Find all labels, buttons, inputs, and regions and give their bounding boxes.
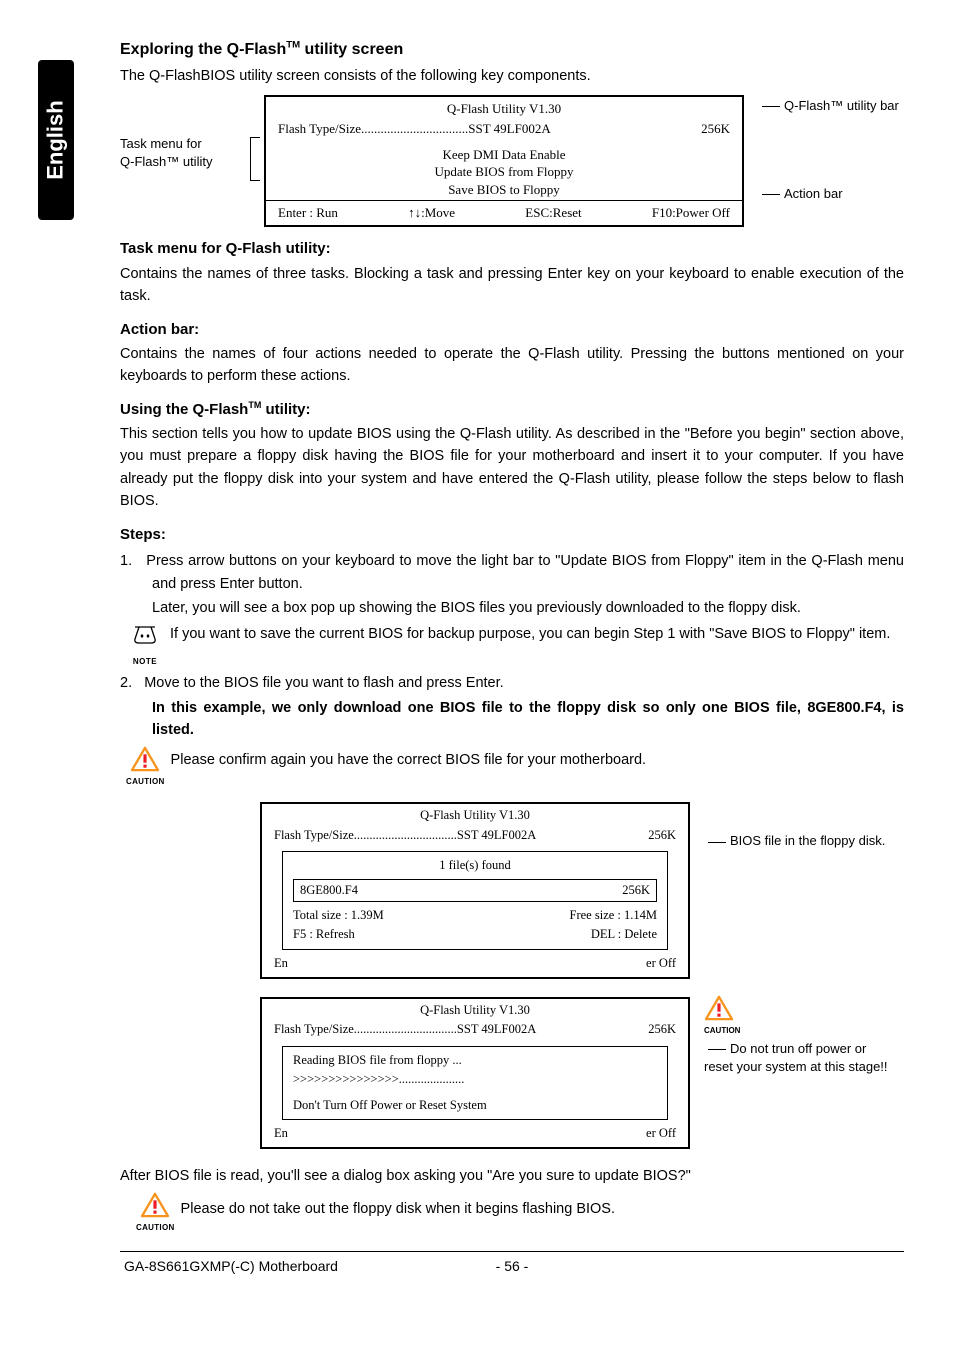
steps-list: 1. Press arrow buttons on your keyboard … — [120, 550, 904, 595]
diagram-qflash-layout: Task menu for Q-Flash™ utility Q-Flash U… — [120, 95, 904, 227]
note-icon: NOTE — [126, 623, 164, 668]
language-tab: English — [38, 60, 74, 220]
qflash-title: Q-Flash Utility V1.30 — [266, 97, 742, 119]
language-tab-label: English — [39, 100, 73, 179]
note-text: If you want to save the current BIOS for… — [170, 623, 904, 645]
caution-icon — [704, 995, 734, 1021]
caution-icon: CAUTION — [136, 1192, 175, 1235]
tm-mark: TM — [286, 40, 300, 51]
step-2: 2. Move to the BIOS file you want to fla… — [120, 672, 904, 694]
leader-line-icon — [708, 842, 726, 843]
qflash-box-2: Q-Flash Utility V1.30 Flash Type/Size...… — [260, 802, 690, 979]
leader-line-icon — [762, 194, 780, 195]
caution-text-2: Please do not take out the floppy disk w… — [181, 1192, 904, 1220]
using-text: This section tells you how to update BIO… — [120, 423, 904, 513]
diagram-file-found: Q-Flash Utility V1.30 Flash Type/Size...… — [120, 792, 904, 987]
using-heading: Using the Q-FlashTM utility: — [120, 398, 904, 421]
caution-text-1: Please confirm again you have the correc… — [171, 746, 904, 771]
step-2-example: In this example, we only download one BI… — [120, 697, 904, 742]
qflash-menu: Keep DMI Data Enable Update BIOS from Fl… — [266, 142, 742, 201]
section-heading: Exploring the Q-FlashTM utility screen — [120, 38, 904, 63]
qflash-box-3: Q-Flash Utility V1.30 Flash Type/Size...… — [260, 997, 690, 1149]
after-text: After BIOS file is read, you'll see a di… — [120, 1165, 904, 1187]
caution-icon: CAUTION — [126, 746, 165, 789]
caution-block-1: CAUTION Please confirm again you have th… — [126, 746, 904, 789]
tm-mark: TM — [248, 400, 261, 410]
reading-inner-box: Reading BIOS file from floppy ... >>>>>>… — [282, 1046, 668, 1120]
bracket-icon — [250, 137, 260, 181]
task-menu-text: Contains the names of three tasks. Block… — [120, 263, 904, 308]
footer-divider — [120, 1251, 904, 1252]
qflash-action-bar: Enter : Run ↑↓:Move ESC:Reset F10:Power … — [266, 200, 742, 225]
task-menu-heading: Task menu for Q-Flash utility: — [120, 237, 904, 260]
qflash-flash-line: Flash Type/Size.........................… — [266, 119, 742, 141]
footer-page-num: - 56 - — [472, 1256, 552, 1278]
steps-heading: Steps: — [120, 523, 904, 546]
diag1-left-label: Task menu for Q-Flash™ utility — [120, 95, 250, 170]
step-1: 1. Press arrow buttons on your keyboard … — [120, 550, 904, 595]
diag1-right-labels: Q-Flash™ utility bar Action bar — [744, 95, 899, 202]
file-inner-box: 1 file(s) found 8GE800.F4 256K Total siz… — [282, 851, 668, 950]
footer-left: GA-8S661GXMP(-C) Motherboard — [124, 1256, 472, 1278]
action-bar-heading: Action bar: — [120, 318, 904, 341]
page-footer: GA-8S661GXMP(-C) Motherboard - 56 - — [120, 1256, 904, 1278]
qflash-utility-box: Q-Flash Utility V1.30 Flash Type/Size...… — [264, 95, 744, 227]
leader-line-icon — [762, 106, 780, 107]
diag2-label: BIOS file in the floppy disk. — [690, 792, 890, 850]
step-1-cont: Later, you will see a box pop up showing… — [120, 597, 904, 619]
file-row: 8GE800.F4 256K — [293, 879, 657, 902]
diagram-reading: Q-Flash Utility V1.30 Flash Type/Size...… — [120, 987, 904, 1157]
steps-list-2: 2. Move to the BIOS file you want to fla… — [120, 672, 904, 694]
note-block: NOTE If you want to save the current BIO… — [126, 623, 904, 668]
caution-block-2: CAUTION Please do not take out the flopp… — [136, 1192, 904, 1235]
diag3-label: CAUTION Do not trun off power or reset y… — [690, 987, 890, 1075]
intro-text: The Q-FlashBIOS utility screen consists … — [120, 65, 904, 87]
leader-line-icon — [708, 1049, 726, 1050]
action-bar-text: Contains the names of four actions neede… — [120, 343, 904, 388]
